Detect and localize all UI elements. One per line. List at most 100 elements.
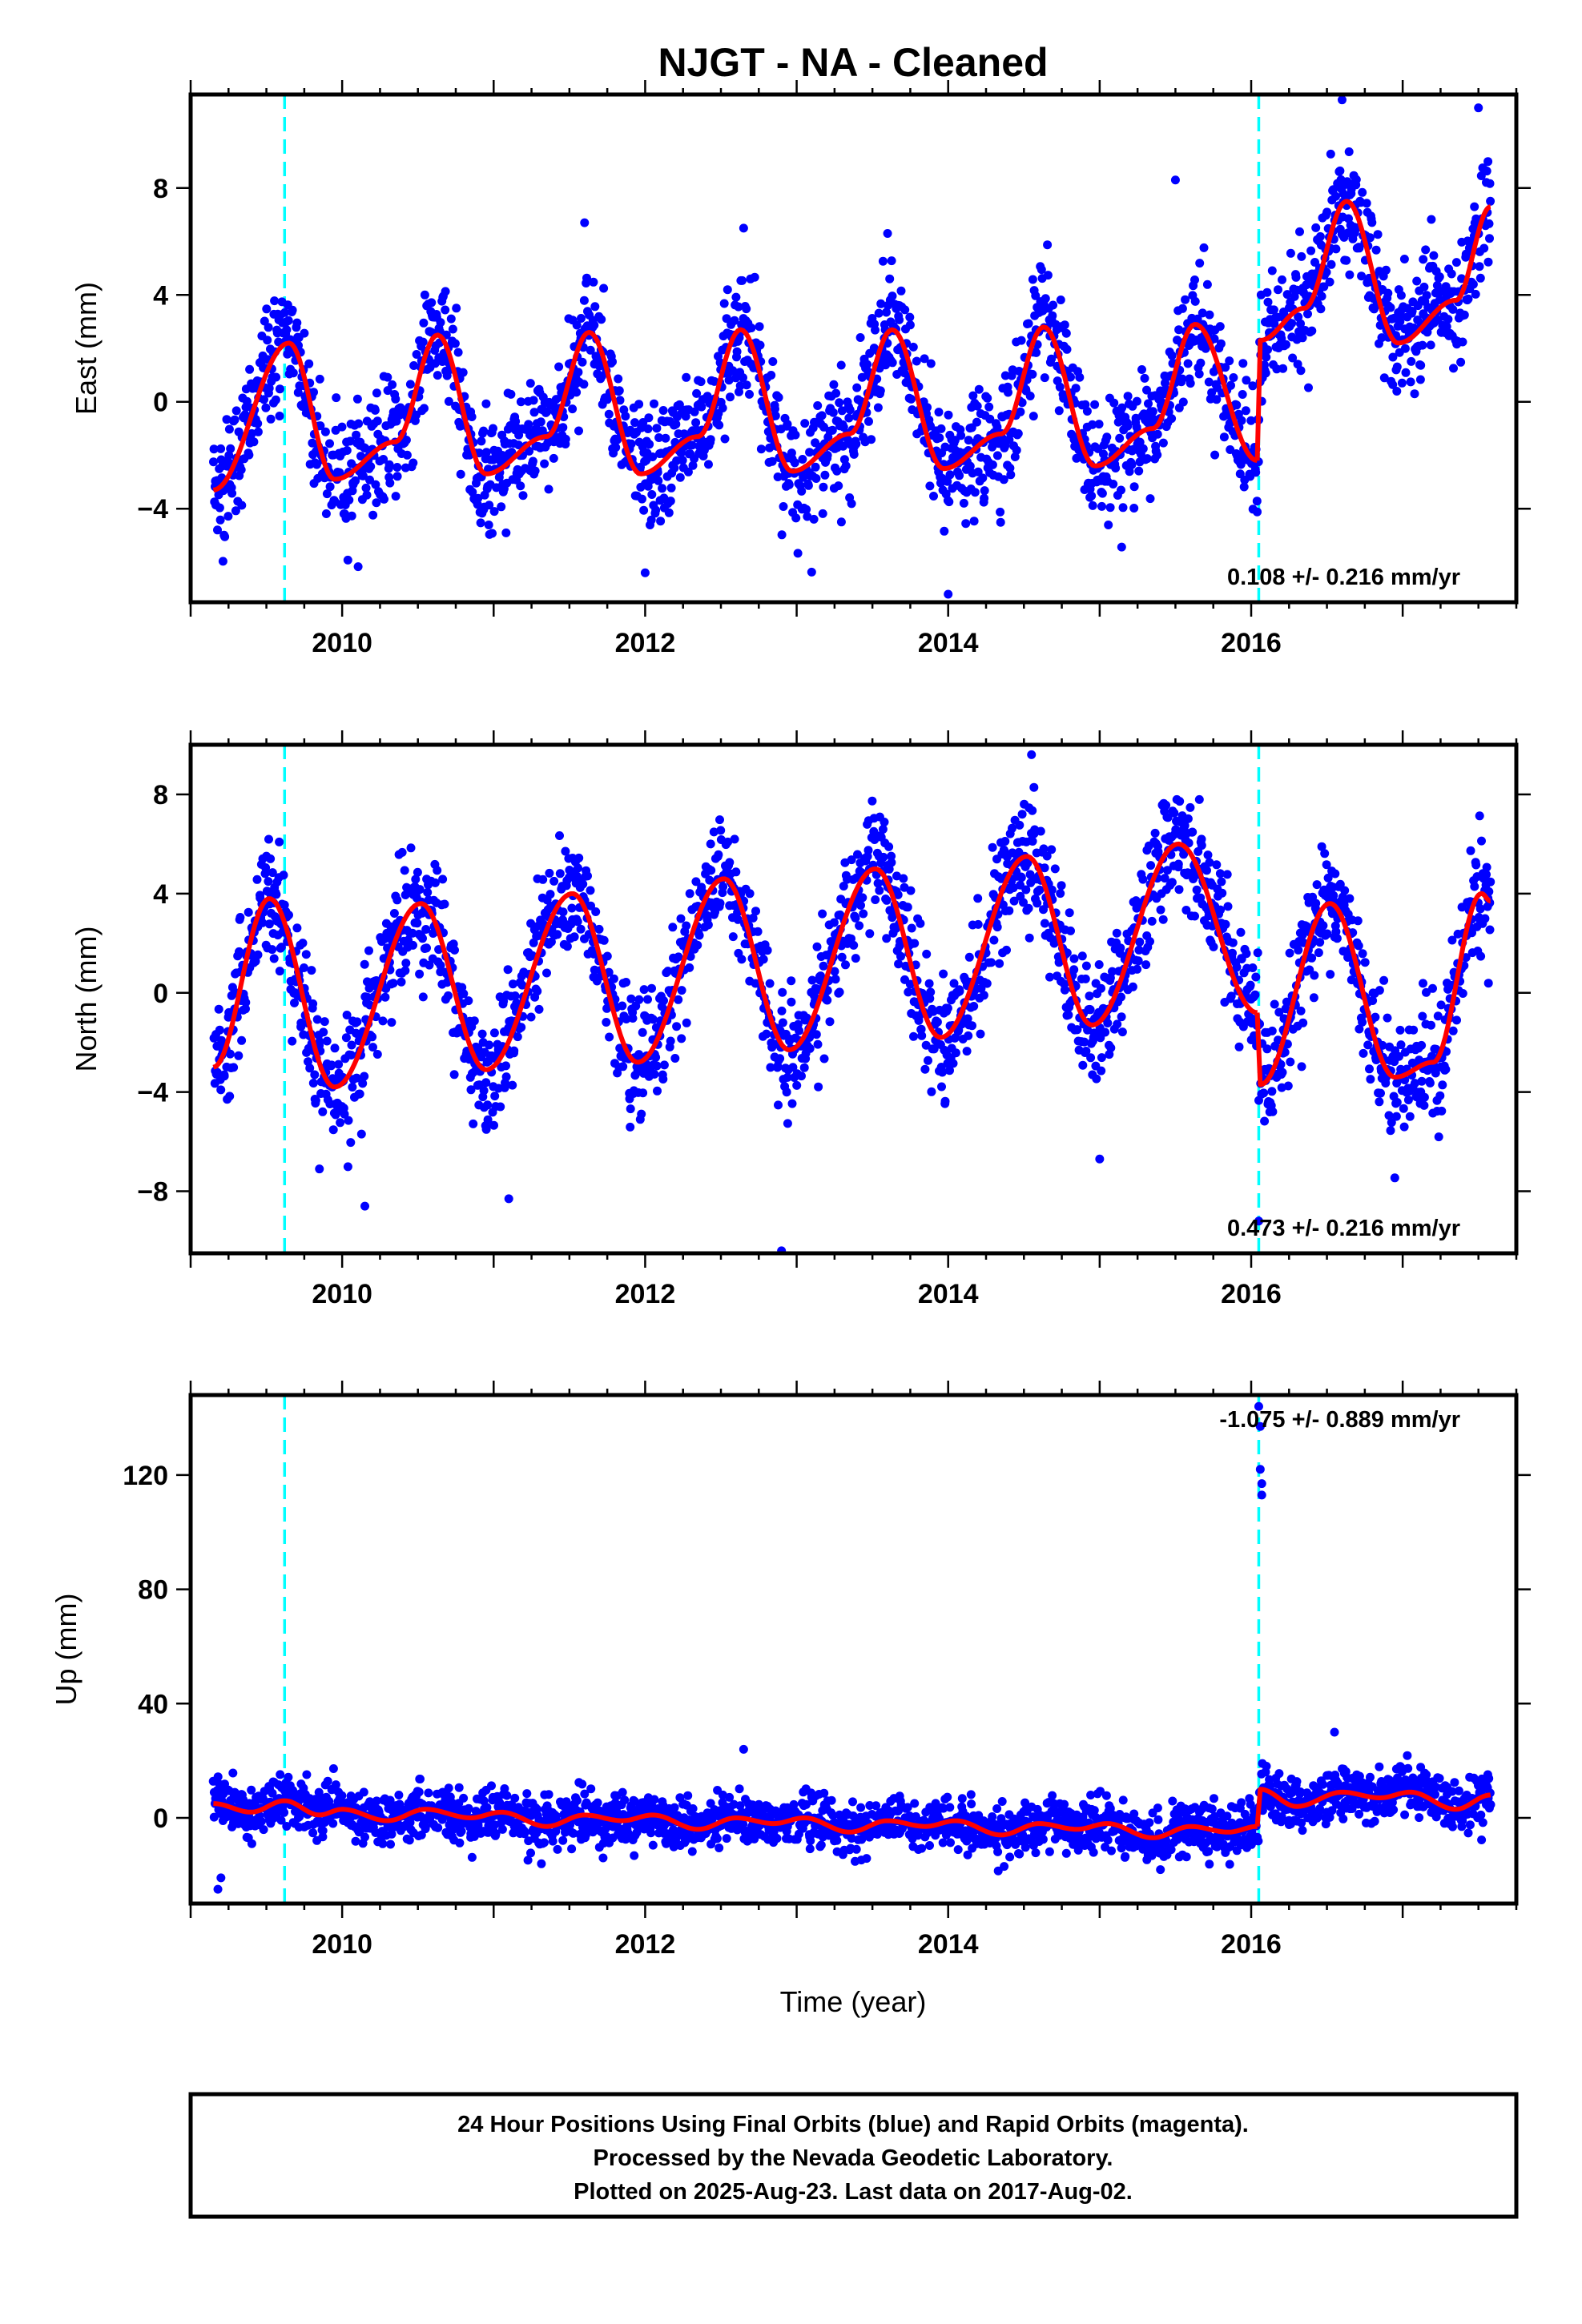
- data-point: [1193, 314, 1202, 324]
- data-point: [1137, 365, 1146, 374]
- data-point: [453, 348, 463, 357]
- data-point: [611, 443, 621, 452]
- data-point: [378, 1839, 388, 1848]
- data-point: [1135, 937, 1145, 947]
- data-point: [318, 1107, 328, 1116]
- data-point: [280, 1807, 289, 1817]
- data-point: [1486, 877, 1495, 887]
- data-point: [244, 907, 253, 917]
- data-point: [645, 440, 654, 449]
- data-point: [1288, 353, 1298, 363]
- data-point: [1028, 806, 1037, 815]
- data-point: [996, 507, 1005, 517]
- data-point: [1210, 450, 1220, 460]
- data-point: [909, 1031, 918, 1041]
- data-point: [614, 386, 624, 396]
- data-point: [363, 992, 372, 1002]
- data-point: [1039, 844, 1049, 854]
- data-point: [851, 954, 860, 963]
- data-point: [237, 501, 247, 510]
- data-point: [1475, 811, 1484, 821]
- data-point: [702, 392, 712, 401]
- data-point: [917, 1031, 927, 1040]
- data-point: [965, 461, 975, 471]
- data-point: [308, 1079, 318, 1088]
- data-point: [1278, 275, 1286, 284]
- data-point: [526, 1012, 536, 1022]
- data-point: [276, 1815, 286, 1825]
- data-point: [513, 1032, 522, 1042]
- data-point: [270, 296, 280, 306]
- data-point: [225, 1049, 235, 1059]
- data-point: [677, 986, 686, 995]
- plot-area: [209, 745, 1495, 1253]
- data-point: [1175, 797, 1185, 806]
- data-point: [328, 1125, 338, 1135]
- data-point: [477, 436, 486, 446]
- data-point: [529, 396, 538, 405]
- data-point: [372, 388, 381, 398]
- data-point: [878, 256, 888, 266]
- data-point: [304, 359, 314, 368]
- data-point: [1384, 1111, 1394, 1120]
- data-point: [488, 529, 497, 538]
- data-point: [1458, 989, 1467, 998]
- data-point: [385, 1795, 395, 1805]
- data-point: [347, 1040, 356, 1050]
- data-point: [534, 1004, 544, 1014]
- data-point: [900, 305, 910, 315]
- data-point: [222, 415, 231, 424]
- data-point: [1232, 400, 1242, 410]
- data-point: [1448, 1026, 1458, 1035]
- data-point: [723, 837, 733, 846]
- data-point: [999, 475, 1008, 485]
- data-point: [545, 890, 555, 899]
- data-point: [1395, 317, 1405, 327]
- data-point: [837, 952, 847, 962]
- data-point: [423, 887, 433, 897]
- x-tick-label: 2012: [615, 1279, 676, 1309]
- data-point: [235, 947, 244, 956]
- data-point: [421, 925, 431, 934]
- data-point: [330, 1043, 340, 1053]
- data-point: [1482, 870, 1491, 879]
- data-point: [1448, 304, 1458, 314]
- data-point: [1295, 227, 1304, 236]
- data-point: [878, 825, 888, 834]
- data-point: [517, 1023, 526, 1032]
- data-point: [1471, 860, 1481, 870]
- data-point: [691, 877, 701, 887]
- data-point: [1422, 291, 1431, 300]
- data-point: [446, 314, 456, 324]
- data-point: [980, 486, 989, 496]
- data-point: [1360, 958, 1370, 967]
- data-point: [972, 401, 982, 411]
- data-point: [1190, 911, 1199, 921]
- data-point: [968, 391, 978, 400]
- data-point: [1326, 259, 1336, 269]
- data-point: [829, 918, 839, 927]
- plot-frame: [188, 92, 1519, 605]
- data-point: [1386, 1126, 1395, 1136]
- data-point: [765, 979, 775, 988]
- data-point: [661, 433, 670, 443]
- data-point: [405, 1835, 414, 1845]
- data-point: [614, 374, 623, 384]
- data-point: [323, 1776, 332, 1786]
- data-point: [1237, 416, 1246, 425]
- data-point: [1178, 397, 1188, 407]
- data-point: [865, 929, 875, 939]
- data-point: [1163, 813, 1173, 822]
- data-point: [797, 486, 807, 496]
- data-point: [1390, 1173, 1399, 1183]
- data-point: [1148, 407, 1157, 416]
- data-point: [422, 943, 431, 953]
- data-point: [272, 372, 281, 382]
- data-point: [1117, 403, 1127, 412]
- data-point: [944, 410, 953, 420]
- data-point: [677, 1034, 686, 1043]
- data-point: [401, 436, 411, 444]
- data-point: [343, 555, 352, 565]
- data-point: [352, 1073, 361, 1083]
- data-point: [214, 1004, 223, 1014]
